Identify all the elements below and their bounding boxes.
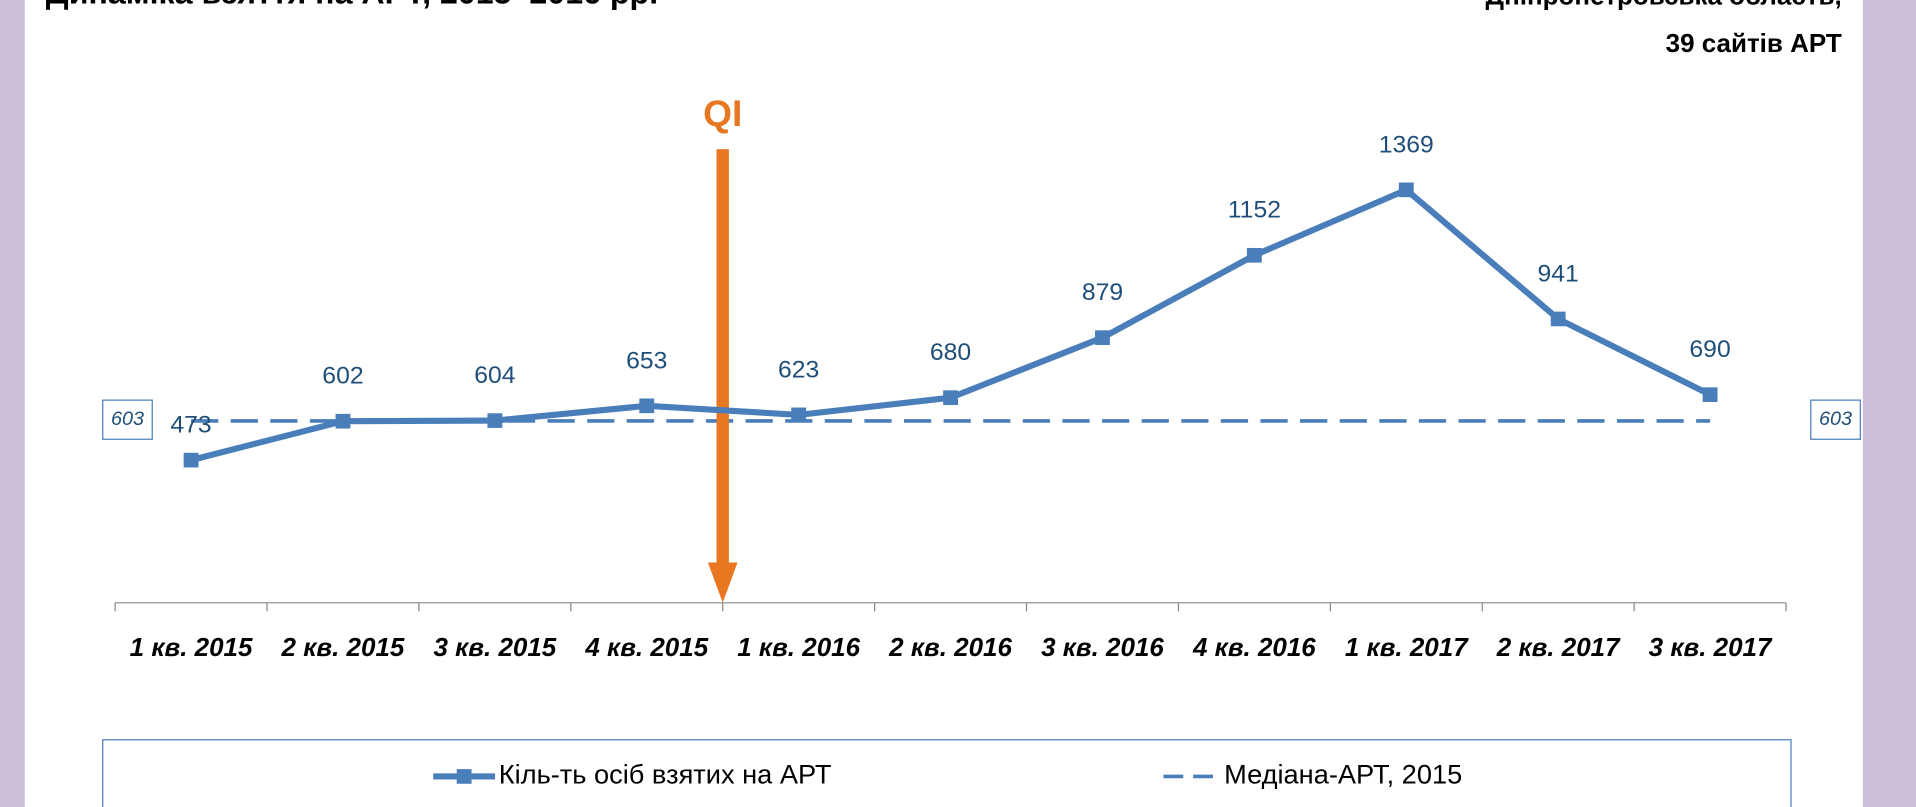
point — [1702, 387, 1718, 402]
data-label: 1152 — [1228, 197, 1281, 224]
data-label: 690 — [1689, 336, 1730, 363]
x-tick-label: 2 кв. 2016 — [888, 634, 1012, 662]
data-label: 604 — [474, 362, 515, 389]
data-label: 680 — [930, 339, 971, 366]
annotation-arrow-head — [707, 562, 738, 603]
x-tick-label: 2 кв. 2017 — [1496, 634, 1621, 662]
subtitle: 39 сайтів АРТ — [1666, 30, 1842, 58]
data-label: 473 — [170, 411, 211, 438]
median-label-box — [102, 399, 153, 440]
x-tick-label: 1 кв. 2016 — [737, 634, 860, 662]
x-tick-label: 4 кв. 2016 — [1192, 634, 1316, 662]
data-label: 879 — [1082, 279, 1123, 306]
legend-label: Кіль-ть осіб взятих на АРТ — [499, 760, 832, 790]
point — [1550, 311, 1566, 327]
median-label-box — [1810, 399, 1861, 440]
x-tick-label: 3 кв. 2017 — [1649, 634, 1773, 662]
annotation: QI — [703, 93, 742, 134]
x-tick-label: 1 кв. 2015 — [130, 634, 253, 662]
x-tick-label: 4 кв. 2015 — [584, 634, 708, 662]
point — [791, 407, 807, 423]
legend-label: Медіана-АРТ, 2015 — [1224, 760, 1462, 790]
median-label: 603 — [111, 408, 144, 430]
data-label: 941 — [1538, 261, 1579, 288]
point — [943, 390, 958, 406]
point — [487, 413, 503, 428]
median-label: 603 — [1819, 408, 1852, 430]
x-tick-label: 3 кв. 2015 — [433, 634, 556, 662]
point — [183, 452, 199, 468]
chart-title: Динаміка взяття на АРТ, 2015–2016 рр. — [46, 0, 658, 10]
data-label: 623 — [778, 356, 819, 383]
legend-box — [102, 739, 1792, 807]
point — [1095, 330, 1110, 345]
point — [1398, 182, 1414, 198]
data-label: 1369 — [1379, 131, 1434, 158]
data-label: 653 — [626, 347, 667, 374]
annotation-arrow — [716, 149, 729, 565]
x-tick-label: 1 кв. 2017 — [1345, 634, 1469, 662]
x-tick-label: 3 кв. 2016 — [1041, 634, 1164, 662]
point — [639, 398, 655, 414]
point — [1246, 247, 1262, 263]
point — [335, 413, 351, 429]
legend-marker — [456, 769, 472, 784]
x-tick-label: 2 кв. 2015 — [281, 634, 405, 662]
data-label: 602 — [322, 363, 363, 390]
subtitle: Дніпропетровська область, — [1486, 0, 1842, 10]
